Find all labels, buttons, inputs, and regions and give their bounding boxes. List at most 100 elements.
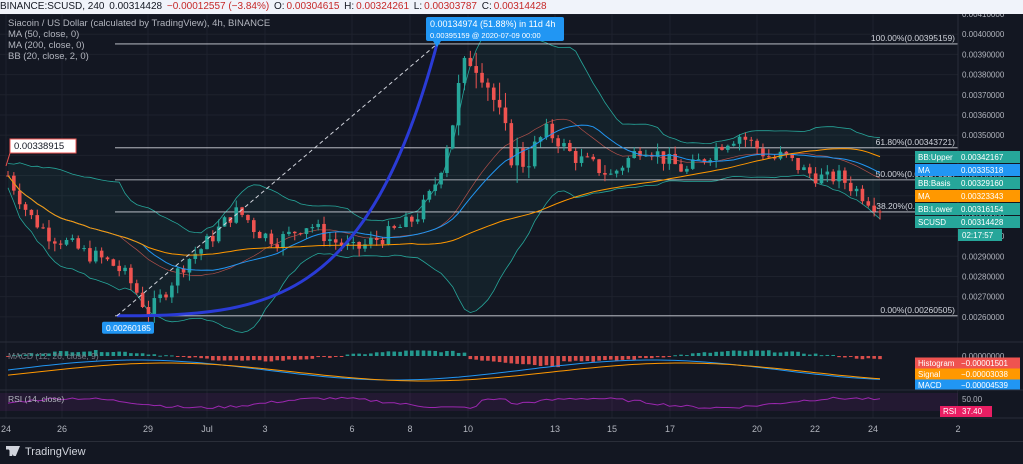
macd-bar (638, 356, 642, 358)
legend-bb[interactable]: BB (20, close, 2, 0) (8, 51, 89, 62)
candle-body (819, 174, 824, 184)
candle-body (369, 237, 373, 245)
candle-body (380, 240, 385, 245)
rsi-pane[interactable]: RSI (14, close) 50.00 RSI 37.40 (0, 389, 1023, 418)
macd-bar (53, 351, 57, 356)
x-tick-label-7: 10 (463, 424, 473, 434)
candle-body (53, 241, 57, 244)
x-tick-label-10: 17 (665, 424, 675, 434)
macd-bar (597, 356, 601, 361)
macd-bar (251, 356, 256, 361)
macd-bar (486, 356, 490, 361)
candle-body (175, 268, 180, 286)
candle-body (263, 233, 268, 239)
time-axis[interactable]: 24 26 29 Jul 3 6 8 10 13 15 17 20 22 24 2 (0, 417, 1023, 434)
macd-legend: MACD (12, 26, close, 9) (8, 351, 99, 361)
price-tag-name-bg-3 (915, 190, 958, 202)
candle-body (82, 248, 86, 250)
candle-body (737, 136, 742, 144)
candle-body (281, 234, 285, 249)
macd-bar (690, 353, 695, 356)
price-tag-name-bg-0 (915, 151, 958, 163)
candle-body (761, 148, 765, 157)
candle-body (866, 201, 871, 206)
price-tag-value-bg-5 (958, 216, 1020, 228)
macd-bar (445, 350, 449, 356)
candle-body (784, 151, 789, 155)
macd-bar (866, 356, 871, 359)
macd-tag-value-bg-1 (958, 368, 1020, 380)
legend-ma50[interactable]: MA (50, close, 0) (8, 29, 80, 40)
candle-body (146, 307, 151, 316)
candle-body (807, 167, 812, 174)
range-label: 0.00134974 (51.88%) in 11d 4h 0.00395159 … (426, 17, 564, 47)
bb-fill (8, 21, 880, 333)
candle-body (673, 153, 677, 165)
candle-body (486, 82, 490, 88)
tradingview-logo[interactable]: TradingView (6, 446, 86, 458)
x-tick-label-8: 13 (550, 424, 560, 434)
candle-body (726, 145, 730, 150)
candle-body (345, 242, 350, 246)
x-tick-label-5: 6 (349, 424, 354, 434)
price-tag-value-bg-0 (958, 151, 1020, 163)
candle-body (158, 294, 162, 299)
candle-body (568, 143, 572, 152)
high-label: H: (344, 1, 355, 12)
macd-pane[interactable]: MACD (12, 26, close, 9) 0.00000000 Histogr… (0, 341, 1023, 391)
x-tick-label-2: 29 (143, 424, 153, 434)
candle-body (591, 156, 596, 160)
candle-body (685, 168, 689, 172)
macd-bar (117, 351, 121, 356)
macd-bar (275, 356, 280, 361)
macd-bar (23, 354, 28, 356)
candle-body (41, 227, 45, 229)
macd-bar (439, 352, 443, 356)
chart-title: Siacoin / US Dollar (calculated by Tradi… (8, 18, 271, 29)
symbol-name[interactable]: BINANCE:SCUSD, 240 (0, 1, 105, 12)
macd-bar (807, 354, 812, 356)
candle-body (480, 72, 484, 83)
price-tag-value-2: 0.00329160 (961, 179, 1004, 188)
candle-body (328, 239, 332, 242)
macd-bar (129, 353, 133, 356)
indicator-legend: Siacoin / US Dollar (calculated by Tradi… (8, 18, 270, 62)
candle-body (23, 204, 28, 210)
close-value: 0.00314428 (493, 1, 547, 12)
macd-tag-value-1: −0.00003038 (961, 370, 1008, 379)
candle-body (491, 87, 496, 100)
macd-bar (837, 356, 841, 358)
macd-bar (111, 352, 116, 356)
y-tick-label-4: 0.00370000 (962, 91, 1005, 100)
price-tag-name-1: MA (918, 166, 931, 175)
macd-bar (257, 356, 262, 361)
macd-bar (70, 352, 75, 356)
candle-body (702, 159, 707, 162)
rsi-tag-name-bg (940, 406, 958, 417)
left-price-label-bg (9, 138, 77, 154)
candle-body (550, 123, 555, 139)
macd-bar (509, 356, 514, 364)
price-chart[interactable]: 100.00%(0.00395159) 61.80%(0.00343721) 50.… (0, 14, 1023, 441)
candle-body (527, 166, 531, 168)
close-label: C: (481, 1, 492, 12)
macd-bar (649, 356, 654, 359)
price-tag-name-2: BB:Basis (918, 179, 950, 188)
candle-body (374, 237, 379, 241)
candle-body (304, 228, 309, 234)
candle-body (556, 138, 560, 147)
macd-bar (29, 353, 34, 356)
macd-bar (468, 356, 473, 360)
candle-body (310, 227, 315, 229)
candle-body (854, 188, 859, 192)
candle-body (638, 151, 642, 157)
candle-body (538, 137, 543, 142)
macd-bar (527, 356, 531, 365)
annotations[interactable]: 0.00134974 (51.88%) in 11d 4h 0.00395159 … (5, 17, 564, 334)
legend-ma200[interactable]: MA (200, close, 0) (8, 40, 85, 51)
x-tick-label-0: 24 (1, 424, 11, 434)
candle-body (515, 148, 519, 166)
candle-body (129, 267, 133, 284)
macd-bar (287, 356, 291, 360)
macd-bar (503, 356, 508, 363)
